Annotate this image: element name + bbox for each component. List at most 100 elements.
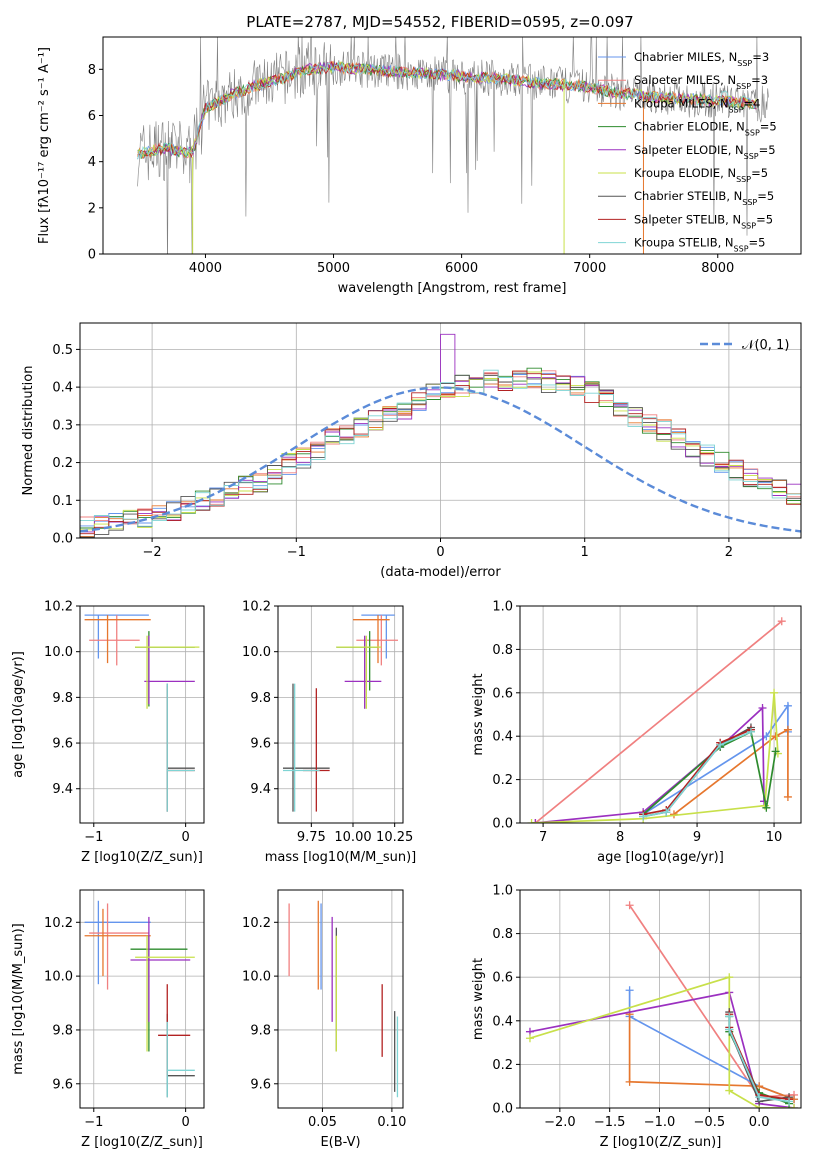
y-axis-label: mass weight bbox=[471, 673, 486, 755]
x-tick-label: 6000 bbox=[445, 261, 478, 276]
weight-marker bbox=[758, 703, 767, 712]
x-tick-label: 10 bbox=[766, 830, 783, 845]
y-tick-label: 6 bbox=[88, 109, 96, 124]
x-axis-label: age [log10(age/yr)] bbox=[597, 850, 724, 865]
x-tick-label: −1.0 bbox=[644, 1115, 676, 1130]
x-axis-label: Z [log10(Z/Z_sun)] bbox=[81, 1135, 203, 1150]
y-tick-label: 0.0 bbox=[492, 1102, 513, 1117]
y-tick-label: 10.0 bbox=[242, 970, 271, 985]
weight-line bbox=[535, 706, 765, 823]
y-tick-label: 10.2 bbox=[242, 916, 271, 931]
legend-subscript: SSP bbox=[742, 198, 757, 207]
x-tick-label: −0.5 bbox=[694, 1115, 726, 1130]
y-axis-label: Flux [fλ10⁻¹⁷ erg cm⁻² s⁻¹ A⁻¹] bbox=[37, 47, 52, 244]
weight-marker bbox=[725, 973, 734, 982]
x-tick-label: 7 bbox=[539, 830, 547, 845]
weight-marker bbox=[755, 1093, 764, 1102]
legend-subscript: SSP bbox=[729, 105, 744, 114]
weight-marker bbox=[716, 740, 725, 749]
legend-value: =5 bbox=[756, 212, 773, 226]
plot-area bbox=[288, 900, 399, 1098]
legend-entry: Salpeter STELIB, NSSP=5 bbox=[634, 212, 773, 230]
weight-marker bbox=[525, 1034, 534, 1043]
weight-marker bbox=[725, 1012, 734, 1021]
y-tick-label: 9.8 bbox=[250, 691, 271, 706]
weight-marker bbox=[771, 732, 780, 741]
y-tick-label: 10.0 bbox=[44, 970, 73, 985]
figure-title: PLATE=2787, MJD=54552, FIBERID=0595, z=0… bbox=[246, 13, 633, 31]
axes-frame bbox=[79, 605, 205, 824]
x-tick-label: 0.0 bbox=[749, 1115, 770, 1130]
x-tick-label: 2 bbox=[725, 545, 733, 560]
legend-value: =5 bbox=[759, 143, 776, 157]
y-tick-label: 0.2 bbox=[492, 1058, 513, 1073]
axes-frame bbox=[102, 36, 802, 255]
chart-age-vs-Z: −1 0 9.4 9.6 9.8 10.0 10.2 Z [log10(Z/Z_sun)] ag… bbox=[11, 600, 205, 865]
x-axis-label: E(B-V) bbox=[320, 1135, 360, 1150]
y-axis-label: Normed distribution bbox=[21, 366, 36, 496]
legend-subscript: SSP bbox=[734, 244, 749, 253]
y-tick-label: 10.2 bbox=[242, 600, 271, 615]
y-axis-label: age [log10(age/yr)] bbox=[11, 651, 26, 778]
weight-marker bbox=[531, 819, 540, 823]
legend-entry: Kroupa STELIB, NSSP=5 bbox=[634, 236, 765, 254]
chart-spectrum: 4000 5000 6000 7000 8000 0 2 4 6 8 wavelength [Ang… bbox=[37, 36, 802, 296]
weight-marker bbox=[625, 986, 634, 995]
x-tick-label: 8 bbox=[616, 830, 624, 845]
x-tick-label: 8000 bbox=[701, 261, 734, 276]
y-tick-label: 9.6 bbox=[250, 1077, 271, 1092]
weight-marker bbox=[762, 803, 771, 812]
y-tick-label: 10.0 bbox=[242, 645, 271, 660]
normal-curve bbox=[80, 386, 801, 533]
y-tick-label: 0.6 bbox=[492, 971, 513, 986]
y-axis-label: mass [log10(M/M_sun)] bbox=[11, 923, 26, 1075]
legend-subscript: SSP bbox=[741, 221, 756, 230]
x-tick-label: −2 bbox=[143, 545, 162, 560]
y-tick-label: 10.2 bbox=[44, 600, 73, 615]
y-tick-label: 0.6 bbox=[492, 686, 513, 701]
legend-entry: Kroupa ELODIE, NSSP=5 bbox=[634, 166, 768, 184]
model-spectrum bbox=[137, 60, 757, 159]
x-tick-label: 1 bbox=[581, 545, 589, 560]
legend-entry: Salpeter MILES, NSSP=3 bbox=[634, 73, 768, 91]
y-tick-label: 9.6 bbox=[250, 737, 271, 752]
x-tick-label: 9 bbox=[693, 830, 701, 845]
x-tick-label: −1 bbox=[84, 1115, 103, 1130]
x-tick-label: −1 bbox=[84, 830, 103, 845]
y-tick-label: 0.5 bbox=[52, 343, 73, 358]
y-tick-label: 9.6 bbox=[52, 1077, 73, 1092]
x-tick-label: 0.05 bbox=[308, 1115, 337, 1130]
y-tick-label: 10.0 bbox=[44, 645, 73, 660]
x-axis-label: Z [log10(Z/Z_sun)] bbox=[600, 1135, 722, 1150]
chart-weight-vs-Z: −2.0 −1.5 −1.0 −0.5 0.0 0.0 0.2 0.4 0.6 0.8 1.0 Z [… bbox=[471, 884, 802, 1150]
chart-mass-vs-EBV: 0.05 0.10 9.6 9.8 10.0 10.2 E(B-V) bbox=[242, 889, 406, 1150]
y-tick-label: 8 bbox=[88, 63, 96, 78]
y-tick-label: 0.2 bbox=[492, 773, 513, 788]
weight-marker bbox=[625, 901, 634, 910]
axes-frame bbox=[79, 889, 205, 1109]
x-tick-label: 4000 bbox=[189, 261, 222, 276]
x-tick-label: 7000 bbox=[573, 261, 606, 276]
y-tick-label: 0.1 bbox=[52, 494, 73, 509]
y-tick-label: 9.4 bbox=[52, 782, 73, 797]
weight-line bbox=[673, 728, 789, 815]
weight-line bbox=[534, 620, 783, 823]
legend-value: =3 bbox=[751, 73, 768, 87]
legend-entry: 𝒩(0, 1) bbox=[742, 338, 789, 353]
y-tick-label: 9.8 bbox=[52, 1023, 73, 1038]
weight-marker bbox=[770, 688, 779, 697]
histogram-step bbox=[80, 369, 801, 527]
plot-area bbox=[84, 614, 200, 812]
x-axis-label: wavelength [Angstrom, rest frame] bbox=[338, 281, 567, 296]
legend-value: =5 bbox=[751, 166, 768, 180]
axes-frame bbox=[277, 605, 404, 824]
plot-area bbox=[137, 37, 769, 254]
axes-frame bbox=[277, 889, 404, 1109]
y-tick-label: 4 bbox=[88, 155, 96, 170]
y-tick-label: 0.8 bbox=[492, 643, 513, 658]
x-tick-label: 10.00 bbox=[334, 830, 371, 845]
x-tick-label: 0 bbox=[436, 545, 444, 560]
weight-line bbox=[643, 731, 752, 818]
y-tick-label: 1.0 bbox=[492, 600, 513, 615]
y-tick-label: 9.6 bbox=[52, 737, 73, 752]
